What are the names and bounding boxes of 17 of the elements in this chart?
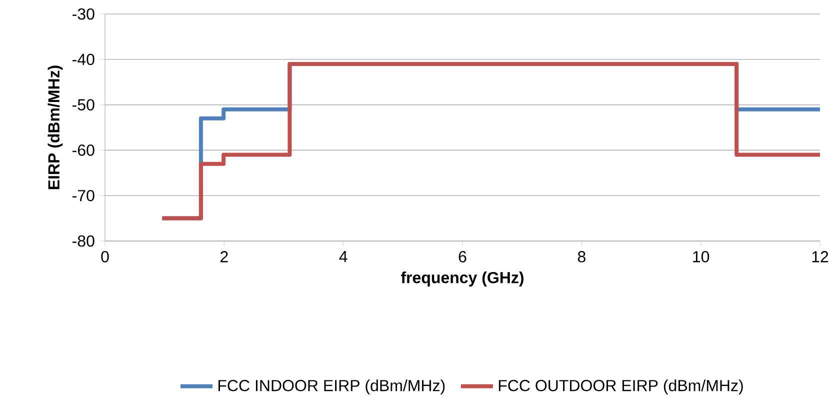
x-tick-label: 2 xyxy=(220,251,228,262)
y-tick-label: -30 xyxy=(72,8,94,20)
x-axis-title: frequency (GHz) xyxy=(400,272,524,286)
x-tick-label: 4 xyxy=(339,251,348,262)
legend-label: FCC OUTDOOR EIRP (dBm/MHz) xyxy=(498,379,743,394)
y-tick-label: -80 xyxy=(72,235,94,247)
y-tick-label: -50 xyxy=(72,99,94,110)
y-tick-label: -60 xyxy=(72,144,94,156)
x-tick-label: 8 xyxy=(578,251,586,262)
x-tick-label: 10 xyxy=(693,251,710,262)
legend-label: FCC INDOOR EIRP (dBm/MHz) xyxy=(218,379,445,394)
y-tick-label: -40 xyxy=(72,54,94,66)
y-axis-title: EIRP (dBm/MHz) xyxy=(48,66,63,190)
x-tick-label: 0 xyxy=(101,251,109,262)
x-tick-label: 6 xyxy=(458,251,466,262)
y-tick-label: -70 xyxy=(72,190,94,202)
x-tick-label: 12 xyxy=(812,251,828,262)
